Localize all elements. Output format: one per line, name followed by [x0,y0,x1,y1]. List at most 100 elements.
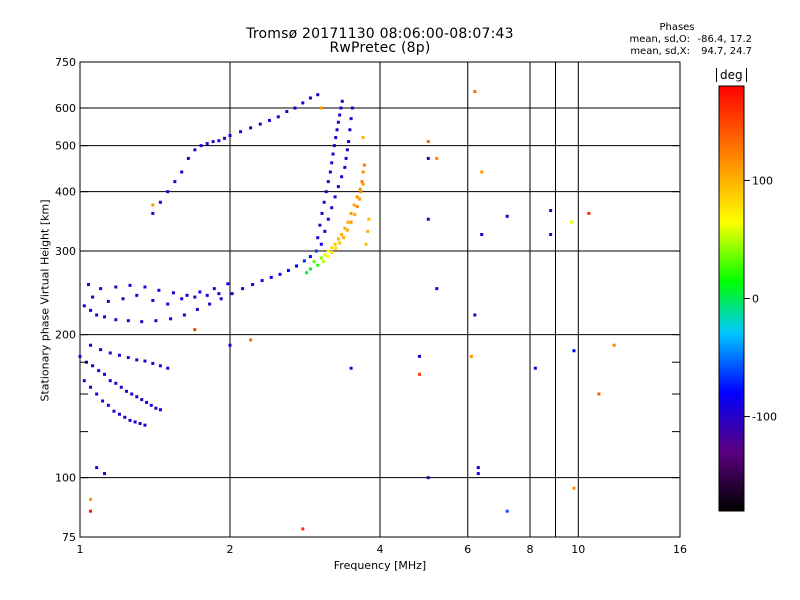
data-point [205,142,209,146]
data-point [612,343,616,347]
data-point [326,217,330,221]
data-point [333,242,337,246]
data-point [330,246,334,250]
data-point [166,302,170,306]
data-point [597,392,601,396]
data-point [324,190,328,194]
data-point [349,211,353,215]
data-point [217,292,221,296]
data-point [158,200,162,204]
data-point [78,354,82,358]
data-point [336,237,340,241]
data-point [145,400,149,404]
x-tick-label: 1 [77,543,84,556]
data-point [505,214,509,218]
data-point [135,358,139,362]
chart-subtitle: RwPretec (8p) [329,40,431,56]
data-point [89,509,93,513]
data-point [95,392,99,396]
data-point [330,206,334,210]
data-point [331,152,335,156]
data-point [318,223,322,227]
y-tick-label: 300 [55,245,76,258]
data-point [182,313,186,317]
data-point [359,190,363,194]
data-point [143,285,147,289]
data-point [295,264,299,268]
data-point [82,304,86,308]
data-point [89,497,93,501]
data-point [361,136,365,140]
data-point [342,236,346,240]
phases-x-value: 94.7, 24.7 [701,46,752,57]
x-tick-label: 16 [673,543,687,556]
x-tick-label: 2 [227,543,234,556]
data-point [323,252,327,256]
data-point [211,140,215,144]
data-point [198,290,202,294]
data-point [435,287,439,291]
data-point [335,128,339,132]
data-point [570,220,574,224]
data-point [473,313,477,317]
data-point [336,185,340,189]
data-point [326,180,330,184]
data-point [319,106,323,110]
data-point [349,117,353,121]
data-point [166,190,170,194]
y-tick-label: 75 [62,531,76,544]
phases-x-label: mean, sd,X: [630,46,690,57]
data-point [140,398,144,402]
data-point [505,509,509,513]
data-point [348,128,352,132]
data-point [328,170,332,174]
data-point [314,249,318,253]
axis-ticks: 1 2 4 6 8 10 16 75 100 200 300 400 500 600 750 [55,56,687,556]
colorbar-ticks: 100 0 -100 [744,174,777,424]
data-point [130,392,134,396]
x-tick-label: 10 [571,543,585,556]
data-point [108,379,112,383]
data-point [154,406,158,410]
data-point [195,307,199,311]
phases-stats: Phases mean, sd,O: -86.4, 17.2 mean, sd,… [602,22,752,58]
data-point [319,256,323,260]
data-point [340,233,344,237]
data-point [135,293,139,297]
data-point [326,249,330,253]
data-point [185,293,189,297]
colorbar-unit: deg [716,68,747,82]
data-point [119,385,123,389]
data-point [316,93,320,97]
data-point [269,275,273,279]
data-point [133,420,137,424]
data-point [173,180,177,184]
data-point [305,271,309,275]
data-point [332,144,336,148]
data-point [193,295,197,299]
phases-title: Phases [659,22,695,33]
x-tick-label: 4 [377,543,384,556]
data-point [158,364,162,368]
data-point [121,297,125,301]
data-point [417,372,421,376]
data-point [193,148,197,152]
data-point [239,130,243,134]
data-point [143,359,147,363]
data-point [278,272,282,276]
data-point [126,319,130,323]
data-point [533,366,537,370]
data-point [89,385,93,389]
data-point [193,328,197,332]
data-point [417,354,421,358]
data-point [89,343,93,347]
data-point [316,263,320,267]
x-tick-label: 8 [527,543,534,556]
data-point [267,118,271,122]
data-point [114,381,118,385]
data-point [103,372,107,376]
data-point [293,106,297,110]
data-point [473,90,477,94]
data-point [117,353,121,357]
data-point [117,412,121,416]
